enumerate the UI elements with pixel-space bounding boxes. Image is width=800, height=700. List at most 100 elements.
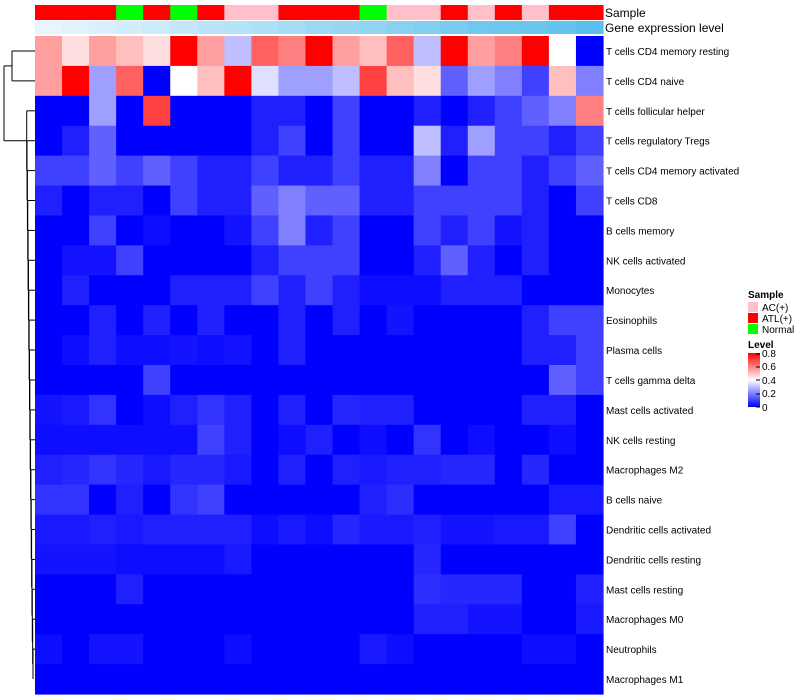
sample-annotation-cell xyxy=(116,5,144,20)
heatmap-cell xyxy=(359,484,388,516)
heatmap-cell xyxy=(548,365,577,396)
heatmap-cell xyxy=(224,454,252,486)
heatmap-cell xyxy=(521,215,550,246)
heatmap-cell xyxy=(548,155,577,187)
gene-expression-annotation-cell xyxy=(197,21,225,34)
heatmap-cell xyxy=(251,365,280,396)
heatmap-cell xyxy=(494,454,523,486)
heatmap-cell xyxy=(359,394,388,426)
heatmap-cell xyxy=(440,215,469,246)
heatmap-cell xyxy=(413,514,442,546)
heatmap-cell xyxy=(575,155,604,187)
heatmap-cell xyxy=(278,245,307,276)
heatmap-cell xyxy=(89,335,117,366)
gene-expression-annotation-cell xyxy=(62,21,90,34)
heatmap-cell xyxy=(116,544,144,575)
heatmap-cell xyxy=(89,95,117,127)
heatmap-cell xyxy=(116,335,144,366)
heatmap-cell xyxy=(494,574,523,605)
sample-annotation-cell xyxy=(224,5,252,20)
heatmap-cells xyxy=(35,36,604,695)
heatmap-cell xyxy=(89,275,117,306)
heatmap-cell xyxy=(278,574,307,605)
heatmap-cell xyxy=(467,664,496,695)
heatmap-cell xyxy=(548,36,577,67)
heatmap-cell xyxy=(197,664,225,695)
heatmap-cell xyxy=(413,484,442,516)
heatmap-cell xyxy=(305,544,334,575)
heatmap-cell xyxy=(278,424,307,456)
legend-tick-0: 0 xyxy=(762,403,768,414)
heatmap-cell xyxy=(386,604,415,635)
heatmap-cell xyxy=(521,424,550,456)
row-label: Macrophages M1 xyxy=(606,675,684,686)
sample-annotation-cell xyxy=(197,5,225,20)
heatmap-cell xyxy=(116,664,144,695)
heatmap-cell xyxy=(494,125,523,157)
heatmap-cell xyxy=(251,36,280,67)
heatmap-cell xyxy=(332,305,361,336)
heatmap-cell xyxy=(332,36,361,67)
legend-tick-04: 0.4 xyxy=(762,376,776,387)
heatmap-cell xyxy=(89,155,117,187)
row-label: Monocytes xyxy=(606,286,654,297)
heatmap-cell xyxy=(521,95,550,127)
heatmap-cell xyxy=(278,365,307,396)
heatmap-cell xyxy=(143,574,171,605)
heatmap-cell xyxy=(575,305,604,336)
heatmap-cell xyxy=(413,424,442,456)
heatmap-cell xyxy=(494,245,523,276)
heatmap-cell xyxy=(359,514,388,546)
heatmap-cell xyxy=(575,36,604,67)
heatmap-cell xyxy=(251,245,280,276)
heatmap-cell xyxy=(521,335,550,366)
heatmap-cell xyxy=(170,514,198,546)
heatmap-cell xyxy=(197,305,225,336)
heatmap-cell xyxy=(305,664,334,695)
row-label: T cells CD4 memory activated xyxy=(606,167,739,178)
heatmap-cell xyxy=(332,514,361,546)
heatmap-cell xyxy=(386,424,415,456)
row-label: Mast cells resting xyxy=(606,585,683,596)
heatmap-cell xyxy=(170,95,198,127)
heatmap-cell xyxy=(116,245,144,276)
heatmap-cell xyxy=(359,305,388,336)
sample-annotation-cell xyxy=(251,5,280,20)
heatmap-cell xyxy=(386,664,415,695)
heatmap-cell xyxy=(359,125,388,157)
heatmap-cell xyxy=(224,65,252,97)
sample-annotation-cell xyxy=(548,5,577,20)
heatmap-cell xyxy=(143,514,171,546)
heatmap-cell xyxy=(116,484,144,516)
heatmap-cell xyxy=(89,484,117,516)
heatmap-cell xyxy=(170,365,198,396)
sample-annotation-cell xyxy=(521,5,550,20)
heatmap-cell xyxy=(359,275,388,306)
heatmap-cell xyxy=(116,394,144,426)
row-label: T cells CD8 xyxy=(606,197,658,208)
heatmap-cell xyxy=(143,604,171,635)
heatmap-cell xyxy=(143,365,171,396)
heatmap-cell xyxy=(575,125,604,157)
heatmap-cell xyxy=(89,245,117,276)
legend-sample-title: Sample xyxy=(748,290,784,301)
heatmap-cell xyxy=(359,215,388,246)
legend-swatch-normal xyxy=(748,324,758,334)
gene-expression-annotation-cell xyxy=(440,21,469,34)
gene-expression-annotation-cell xyxy=(305,21,334,34)
heatmap-cell xyxy=(224,634,252,665)
heatmap-cell xyxy=(89,424,117,456)
heatmap-cell xyxy=(197,424,225,456)
heatmap-cell xyxy=(224,245,252,276)
heatmap-cell xyxy=(89,125,117,157)
heatmap-cell xyxy=(62,185,90,217)
heatmap-cell xyxy=(224,275,252,306)
heatmap-cell xyxy=(89,185,117,217)
sample-annotation-cell xyxy=(332,5,361,20)
heatmap-cell xyxy=(35,215,63,246)
legend-tick-06: 0.6 xyxy=(762,362,776,373)
heatmap-cell xyxy=(197,95,225,127)
heatmap-cell xyxy=(332,245,361,276)
heatmap-cell xyxy=(305,215,334,246)
heatmap-cell xyxy=(413,454,442,486)
